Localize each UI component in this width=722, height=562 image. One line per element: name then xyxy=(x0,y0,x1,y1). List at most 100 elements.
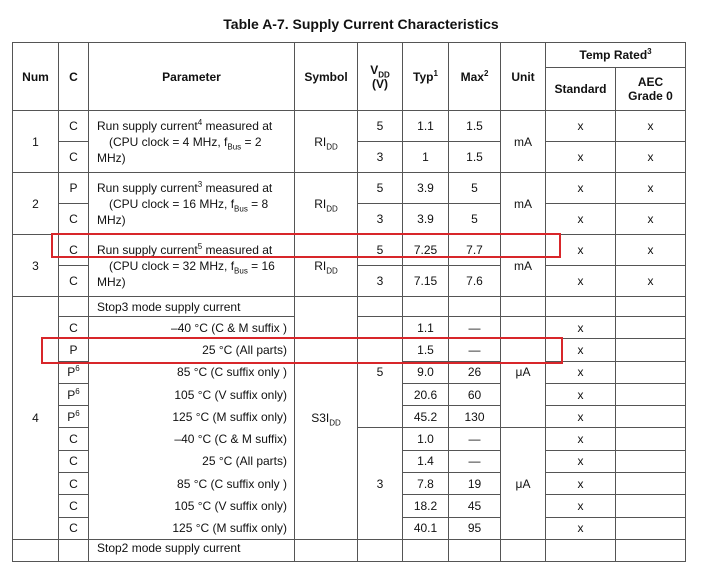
cell-text: C xyxy=(69,454,78,469)
table-cell: 18.2 xyxy=(402,494,449,518)
table-cell: 125 °C (M suffix only) xyxy=(88,405,295,428)
cell-text: 7.6 xyxy=(466,274,483,288)
cell-text: C xyxy=(69,243,78,257)
table-cell: 1.0 xyxy=(402,427,449,451)
cell-text: 3 xyxy=(376,476,384,491)
table-cell: C xyxy=(58,427,89,451)
table-cell: 105 °C (V suffix only) xyxy=(88,383,295,406)
cell-text: Typ xyxy=(413,69,434,84)
table-cell xyxy=(615,472,686,496)
table-cell xyxy=(500,296,546,317)
superscript: 6 xyxy=(75,364,80,374)
superscript: 3 xyxy=(647,47,652,56)
table-cell: Typ1 xyxy=(402,42,449,111)
table-cell: 25 °C (All parts) xyxy=(88,450,295,473)
cell-text: P xyxy=(67,409,76,424)
table-cell xyxy=(12,538,59,562)
cell-text: 26 xyxy=(467,365,482,380)
table-row: 2 P Run supply current3 measured at (CPU cl… xyxy=(12,172,686,235)
cell-text: Standard xyxy=(554,82,607,96)
table-cell: 2 xyxy=(12,172,59,235)
cell-text: 125 °C (M suffix only) xyxy=(172,521,287,536)
superscript: 1 xyxy=(433,68,438,78)
table-cell: x xyxy=(545,203,616,235)
cell-text: = 2 xyxy=(241,134,262,149)
cell-text: MHz) xyxy=(97,150,126,165)
table-cell: 5 xyxy=(357,110,403,142)
cell-text: 3 xyxy=(376,150,384,164)
table-cell: x xyxy=(615,141,686,173)
cell-text: 3.9 xyxy=(417,181,434,195)
table-cell: 7.6 xyxy=(448,265,501,297)
supply-current-table: Num C Parameter Symbol VDD (V) Typ1 Max2 Unit Tem… xyxy=(12,42,686,562)
table-cell: Stop3 mode supply current xyxy=(88,296,295,317)
table-cell: C xyxy=(58,516,89,540)
cell-text: C xyxy=(69,432,78,447)
table-cell: x xyxy=(545,449,616,474)
cell-text: 20.6 xyxy=(413,387,438,402)
cell-text: 105 °C (V suffix only) xyxy=(174,499,287,514)
table-cell xyxy=(448,538,501,562)
cell-text: x xyxy=(577,342,584,357)
table-cell: C xyxy=(58,472,89,496)
table-cell: 3 xyxy=(357,203,403,235)
cell-text: 7.15 xyxy=(413,274,438,288)
cell-text: 9.0 xyxy=(417,365,434,380)
superscript: 4 xyxy=(197,117,203,127)
superscript: 2 xyxy=(483,68,489,78)
table-row: Standard AEC Grade 0 xyxy=(13,67,686,111)
indent: (CPU clock = 4 MHz, fBus = 2 xyxy=(97,134,262,151)
cell-text: 7.25 xyxy=(413,243,438,257)
highlight-box xyxy=(41,337,563,364)
cell-text: 5 xyxy=(471,212,478,226)
table-cell xyxy=(615,338,686,362)
table-cell xyxy=(615,315,686,340)
table-row: P6 105 °C (V suffix only) 20.6 60 x xyxy=(13,382,686,407)
table-cell xyxy=(615,360,686,384)
cell-text: x xyxy=(577,387,584,402)
cell-text: MHz) xyxy=(97,212,126,227)
table-cell: 7.8 xyxy=(402,472,449,496)
cell-text: P xyxy=(67,387,76,402)
cell-text: 1.5 xyxy=(466,119,483,133)
table-cell: RIDD xyxy=(294,234,358,297)
indent: (CPU clock = 32 MHz, fBus = 16 xyxy=(97,259,275,275)
cell-text: 85 °C (C suffix only ) xyxy=(177,476,287,491)
cell-text: RI xyxy=(314,196,327,211)
table-cell xyxy=(500,538,546,562)
cell-text: Stop3 mode supply current xyxy=(97,299,241,314)
table-cell xyxy=(615,449,686,474)
table-cell: 1.5 xyxy=(448,110,501,142)
indent: (CPU clock = 16 MHz, fBus = 8 xyxy=(97,197,268,213)
table-cell: 125 °C (M suffix only) xyxy=(88,517,295,540)
subscript: DD xyxy=(326,265,338,275)
table-cell: x xyxy=(545,141,616,173)
table-cell: x xyxy=(545,315,616,340)
cell-text: x xyxy=(577,499,584,514)
cell-text: V xyxy=(370,62,379,77)
table-cell: x xyxy=(545,405,616,429)
table-cell: — xyxy=(448,315,501,340)
table-cell: 1.1 xyxy=(402,110,449,142)
cell-text: 5 xyxy=(376,181,384,195)
table-cell: C xyxy=(58,494,89,518)
cell-text: x xyxy=(647,212,654,226)
table-cell: Parameter xyxy=(88,42,295,111)
table-cell: x xyxy=(615,203,686,235)
table-cell: Temp Rated3 xyxy=(545,42,686,68)
table-cell: — xyxy=(448,449,501,474)
table-cell: mA xyxy=(500,234,546,297)
cell-text: 5 xyxy=(376,243,384,257)
cell-text: 125 °C (M suffix only) xyxy=(172,409,287,424)
table-row: P6 125 °C (M suffix only) 45.2 130 x xyxy=(13,405,686,429)
subscript: DD xyxy=(378,69,390,79)
table-cell: S3IDD xyxy=(294,296,358,540)
table-row: 3 C Run supply current5 measured at (CPU cl… xyxy=(12,234,686,297)
cell-text: –40 °C (C & M suffix ) xyxy=(171,320,287,335)
table-cell xyxy=(448,296,501,317)
table-row: C –40 °C (C & M suffix) 3 1.0 — μA x xyxy=(13,427,686,540)
table-cell xyxy=(615,405,686,429)
table-cell: x xyxy=(545,110,616,142)
cell-text: x xyxy=(577,212,584,226)
subscript: Bus xyxy=(234,265,248,275)
